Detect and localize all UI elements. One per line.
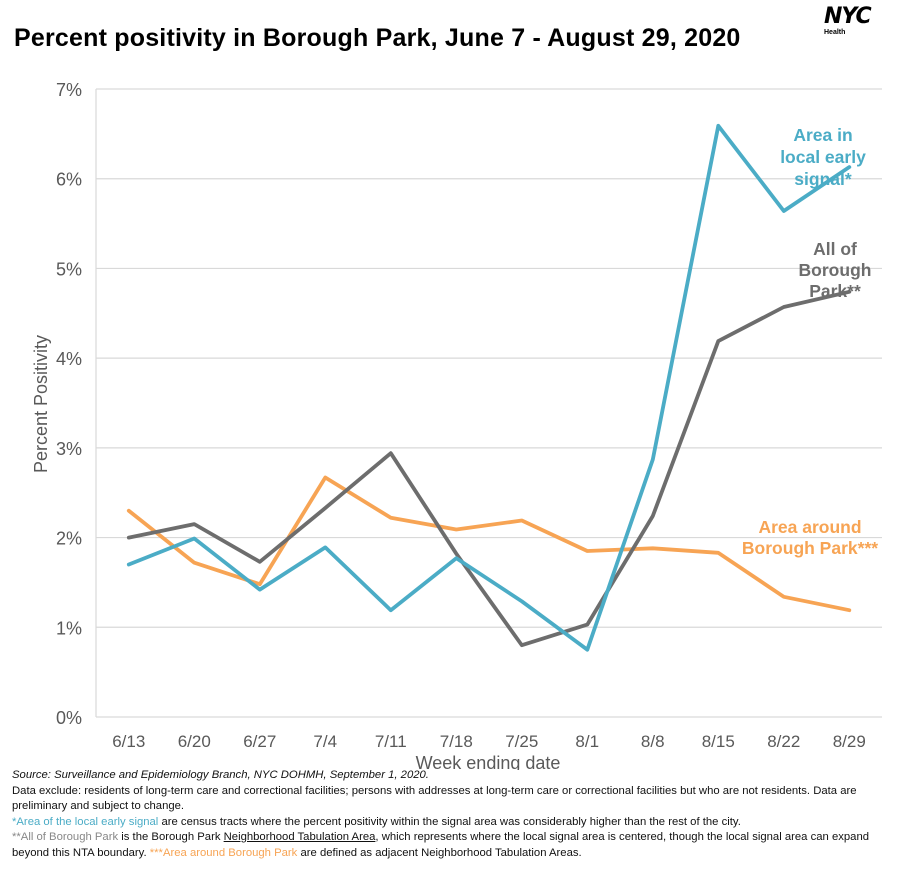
y-tick-label: 5% bbox=[56, 259, 82, 279]
signal-note: *Area of the local early signal are cens… bbox=[12, 815, 892, 831]
series-label: Borough bbox=[799, 260, 872, 280]
y-tick-label: 4% bbox=[56, 349, 82, 369]
borough-note-highlight: **All of Borough Park bbox=[12, 831, 119, 843]
exclusion-note: Data exclude: residents of long-term car… bbox=[12, 784, 857, 813]
x-tick-label: 7/25 bbox=[505, 732, 538, 751]
series-label: Area in bbox=[793, 125, 852, 145]
x-tick-label: 6/20 bbox=[178, 732, 211, 751]
x-tick-label: 8/8 bbox=[641, 732, 665, 751]
series-label: All of bbox=[813, 239, 857, 259]
y-tick-label: 2% bbox=[56, 529, 82, 549]
y-tick-label: 6% bbox=[56, 170, 82, 190]
y-tick-label: 1% bbox=[56, 618, 82, 638]
y-tick-label: 0% bbox=[56, 708, 82, 728]
source-note: Source: Surveillance and Epidemiology Br… bbox=[12, 769, 429, 781]
series-label: Area around bbox=[758, 517, 861, 537]
x-tick-label: 7/18 bbox=[440, 732, 473, 751]
signal-note-text: are census tracts where the percent posi… bbox=[158, 815, 741, 828]
y-tick-label: 3% bbox=[56, 439, 82, 459]
series-label: signal* bbox=[794, 169, 852, 189]
x-tick-label: 8/1 bbox=[575, 732, 599, 751]
x-tick-label: 6/13 bbox=[112, 732, 145, 751]
y-tick-label: 7% bbox=[56, 80, 82, 100]
borough-note-text: , which represents where the local signa… bbox=[12, 831, 870, 859]
series-line bbox=[126, 123, 852, 652]
around-note-text: are defined as adjacent Neighborhood Tab… bbox=[297, 846, 582, 859]
x-tick-label: 7/11 bbox=[375, 732, 407, 751]
logo-wordmark: NYC bbox=[824, 4, 872, 29]
borough-note-mid: is the Borough Park bbox=[118, 831, 224, 843]
series-line bbox=[126, 289, 852, 648]
x-tick-label: 8/29 bbox=[833, 732, 866, 751]
x-tick-label: 7/4 bbox=[313, 732, 337, 751]
series-label: Park** bbox=[809, 281, 861, 301]
nta-link[interactable]: Neighborhood Tabulation Area bbox=[223, 831, 376, 843]
logo-subtitle: Health bbox=[824, 29, 846, 36]
x-tick-label: 8/15 bbox=[702, 732, 735, 751]
x-tick-label: 6/27 bbox=[243, 732, 276, 751]
x-tick-label: 8/22 bbox=[767, 732, 800, 751]
nyc-health-logo: NYC Health bbox=[824, 6, 894, 42]
around-note-highlight: ***Area around Borough Park bbox=[149, 846, 298, 859]
x-axis-title: Week ending date bbox=[416, 753, 561, 770]
series-label: Borough Park*** bbox=[742, 538, 878, 558]
series-label: local early bbox=[780, 147, 866, 167]
borough-note: **All of Borough Park is the Borough Par… bbox=[12, 830, 892, 861]
signal-note-highlight: *Area of the local early signal bbox=[12, 815, 159, 828]
chart-title: Percent positivity in Borough Park, June… bbox=[14, 24, 741, 52]
y-axis-title: Percent Positivity bbox=[31, 335, 51, 473]
line-chart: 0% 1% 2% 3% 4% 5% 6% 7% 6/13 6/20 6/27 7/4 7/11 7/18 7… bbox=[31, 80, 882, 770]
footnotes: Source: Surveillance and Epidemiology Br… bbox=[12, 768, 892, 861]
